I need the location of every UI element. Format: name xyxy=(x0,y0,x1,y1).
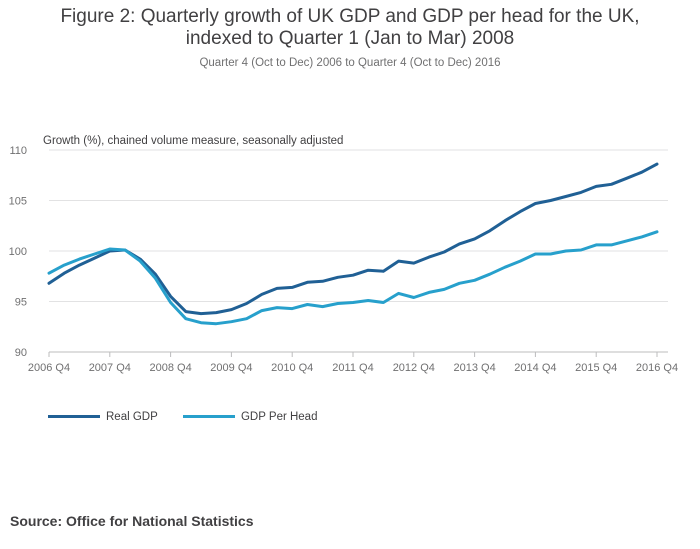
y-tick-label: 105 xyxy=(9,196,27,208)
chart-title: Figure 2: Quarterly growth of UK GDP and… xyxy=(0,6,700,50)
legend-swatch-gdp-per-head xyxy=(182,415,235,418)
source-note: Source: Office for National Statistics xyxy=(10,513,254,529)
x-tick-label: 2008 Q4 xyxy=(149,362,191,374)
gridlines xyxy=(49,149,668,353)
y-axis-label: Growth (%), chained volume measure, seas… xyxy=(43,135,344,147)
y-tick-label: 95 xyxy=(15,297,27,309)
y-tick-label: 90 xyxy=(15,347,27,359)
chart-subtitle: Quarter 4 (Oct to Dec) 2006 to Quarter 4… xyxy=(199,57,501,69)
series-line-real-gdp[interactable] xyxy=(47,162,659,316)
x-tick-label: 2010 Q4 xyxy=(271,362,313,374)
chart-title-line-1: Figure 2: Quarterly growth of UK GDP and… xyxy=(60,6,640,27)
x-tick-label: 2015 Q4 xyxy=(575,362,617,374)
x-tick-label: 2007 Q4 xyxy=(89,362,131,374)
y-tick-label: 110 xyxy=(9,145,27,157)
chart-legend: Real GDP GDP Per Head xyxy=(48,409,339,423)
legend-swatch-real-gdp xyxy=(48,415,100,418)
x-tick-label: 2006 Q4 xyxy=(28,362,70,374)
x-tick-label: 2013 Q4 xyxy=(453,362,495,374)
legend-label-gdp-per-head: GDP Per Head xyxy=(240,410,318,423)
chart-title-line-2: indexed to Quarter 1 (Jan to Mar) 2008 xyxy=(185,28,515,49)
legend-label-real-gdp: Real GDP xyxy=(106,410,158,423)
x-axis-ticks: 2006 Q4 2007 Q4 2008 Q4 2009 Q4 2010 Q4 2011 … xyxy=(28,352,678,374)
series-line-gdp-per-head[interactable] xyxy=(47,230,659,326)
x-tick-label: 2014 Q4 xyxy=(514,362,556,374)
x-tick-label: 2012 Q4 xyxy=(393,362,435,374)
x-tick-label: 2011 Q4 xyxy=(332,362,373,374)
x-tick-label: 2016 Q4 xyxy=(636,362,678,374)
series-lines xyxy=(47,162,659,326)
y-axis-ticks: 90 95 100 105 110 xyxy=(9,145,27,359)
legend-item-gdp-per-head[interactable]: GDP Per Head xyxy=(182,410,318,423)
y-tick-label: 100 xyxy=(9,246,27,258)
legend-item-real-gdp[interactable]: Real GDP xyxy=(48,411,158,423)
x-tick-label: 2009 Q4 xyxy=(210,362,252,374)
